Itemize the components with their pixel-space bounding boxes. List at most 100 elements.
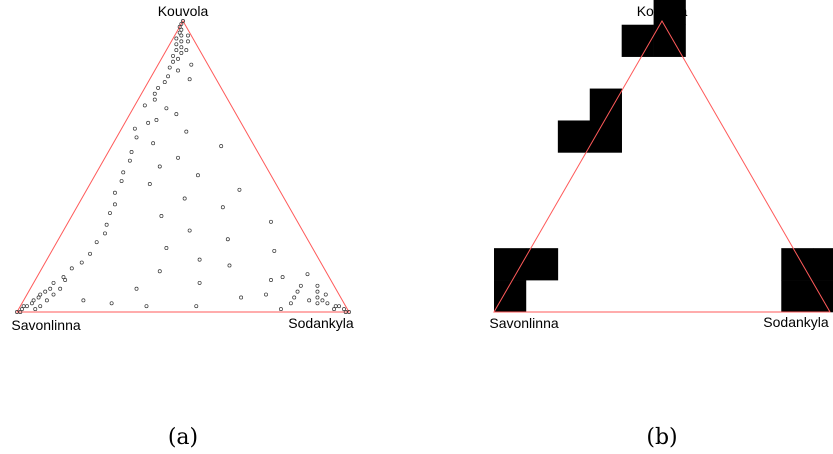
scatter-point [157, 269, 162, 274]
scatter-point [174, 112, 179, 117]
scatter-point [278, 307, 283, 312]
scatter-point [323, 292, 328, 297]
scatter-point [343, 310, 348, 314]
scatter-point [269, 278, 273, 282]
scatter-point [21, 304, 26, 309]
scatter-point [171, 59, 175, 64]
scatter-point [38, 304, 43, 309]
scatter-point [25, 304, 29, 309]
scatter-point [179, 51, 184, 55]
scatter-point [104, 222, 109, 227]
scatter-point [184, 129, 189, 134]
panel-a-ternary-scatter: Kouvola Savonlinna Sodankyla (a) [11, 3, 354, 450]
scatter-point [187, 228, 192, 233]
scatter-point [280, 275, 285, 280]
scatter-point [179, 39, 184, 44]
scatter-point [194, 304, 199, 309]
scatter-point [176, 155, 180, 160]
scatter-point [152, 97, 157, 102]
scatter-point [51, 280, 56, 285]
scatter-point [225, 237, 230, 242]
scatter-point [147, 182, 152, 186]
scatter-point [182, 196, 187, 201]
scatter-point [219, 144, 224, 149]
scatter-point [337, 304, 341, 309]
grid-cell [813, 248, 833, 281]
scatter-point [315, 295, 320, 300]
scatter-point [127, 158, 132, 163]
triangle-outline [493, 19, 831, 313]
scatter-point [195, 173, 200, 178]
scatter-point [132, 126, 137, 131]
scatter-point [156, 85, 161, 90]
scatter-point [179, 45, 184, 50]
scatter-point [325, 301, 330, 306]
scatter-point [18, 310, 23, 314]
scatter-point [171, 53, 175, 58]
grid-cell [557, 120, 591, 153]
scatter-point [157, 164, 162, 169]
scatter-point [108, 211, 112, 216]
scatter-point [272, 248, 277, 253]
scatter-point [174, 48, 179, 53]
panel-b-ternary-grid: Kouvola Savonlinna Sodankyla (b) [489, 0, 833, 450]
vertex-label-left: Savonlinna [11, 317, 80, 333]
scatter-point [151, 141, 156, 146]
vertex-label-top: Kouvola [158, 3, 209, 19]
caption-a: (a) [168, 425, 198, 450]
scatter-point [307, 298, 312, 303]
scatter-point [152, 91, 157, 96]
scatter-point [162, 80, 167, 85]
scatter-point [159, 214, 164, 218]
scatter-point [166, 74, 171, 79]
scatter-point [179, 21, 184, 26]
scatter-point [146, 120, 151, 125]
scatter-point [112, 190, 117, 195]
vertex-label-right: Sodankyla [288, 315, 354, 331]
scatter-point [177, 30, 182, 35]
scatter-point [142, 103, 147, 108]
grid-cell [653, 0, 686, 26]
scatter-point [220, 205, 225, 210]
scatter-point [197, 280, 202, 285]
caption-b: (b) [646, 425, 677, 450]
scatter-point [31, 298, 36, 303]
scatter-point [186, 33, 190, 38]
scatter-point [63, 278, 68, 282]
grid-cell [525, 248, 559, 281]
scatter-point [43, 289, 48, 294]
grid-cell [653, 24, 686, 57]
scatter-point [48, 286, 53, 291]
scatter-point [88, 251, 92, 256]
scatter-point [109, 301, 114, 306]
grid-cell [813, 280, 833, 313]
grid-cell [494, 280, 527, 313]
scatter-point [315, 283, 320, 288]
scatter-point [38, 292, 43, 297]
grid-cell [494, 248, 527, 281]
scatter-point [134, 135, 139, 140]
scatter-point [112, 202, 117, 207]
scatter-point [129, 149, 134, 154]
scatter-point [295, 289, 300, 294]
grid-cell [589, 88, 622, 121]
vertex-label-top: Kouvola [637, 3, 688, 19]
scatter-point [134, 286, 139, 291]
scatter-point [119, 179, 124, 183]
scatter-point [269, 219, 273, 224]
scatter-point [184, 48, 189, 53]
scatter-point [179, 33, 184, 38]
vertex-label-right: Sodankyla [763, 314, 829, 330]
scatter-point [36, 295, 41, 300]
grid-cell [589, 120, 622, 153]
grid-cell [781, 280, 814, 313]
scatter-point [58, 286, 63, 291]
scatter-point [197, 257, 202, 262]
scatter-point [176, 68, 180, 73]
scatter-point [167, 65, 172, 70]
scatter-point [298, 283, 303, 288]
scatter-point [144, 304, 149, 309]
scatter-point [61, 275, 66, 280]
scatter-point [292, 295, 297, 300]
